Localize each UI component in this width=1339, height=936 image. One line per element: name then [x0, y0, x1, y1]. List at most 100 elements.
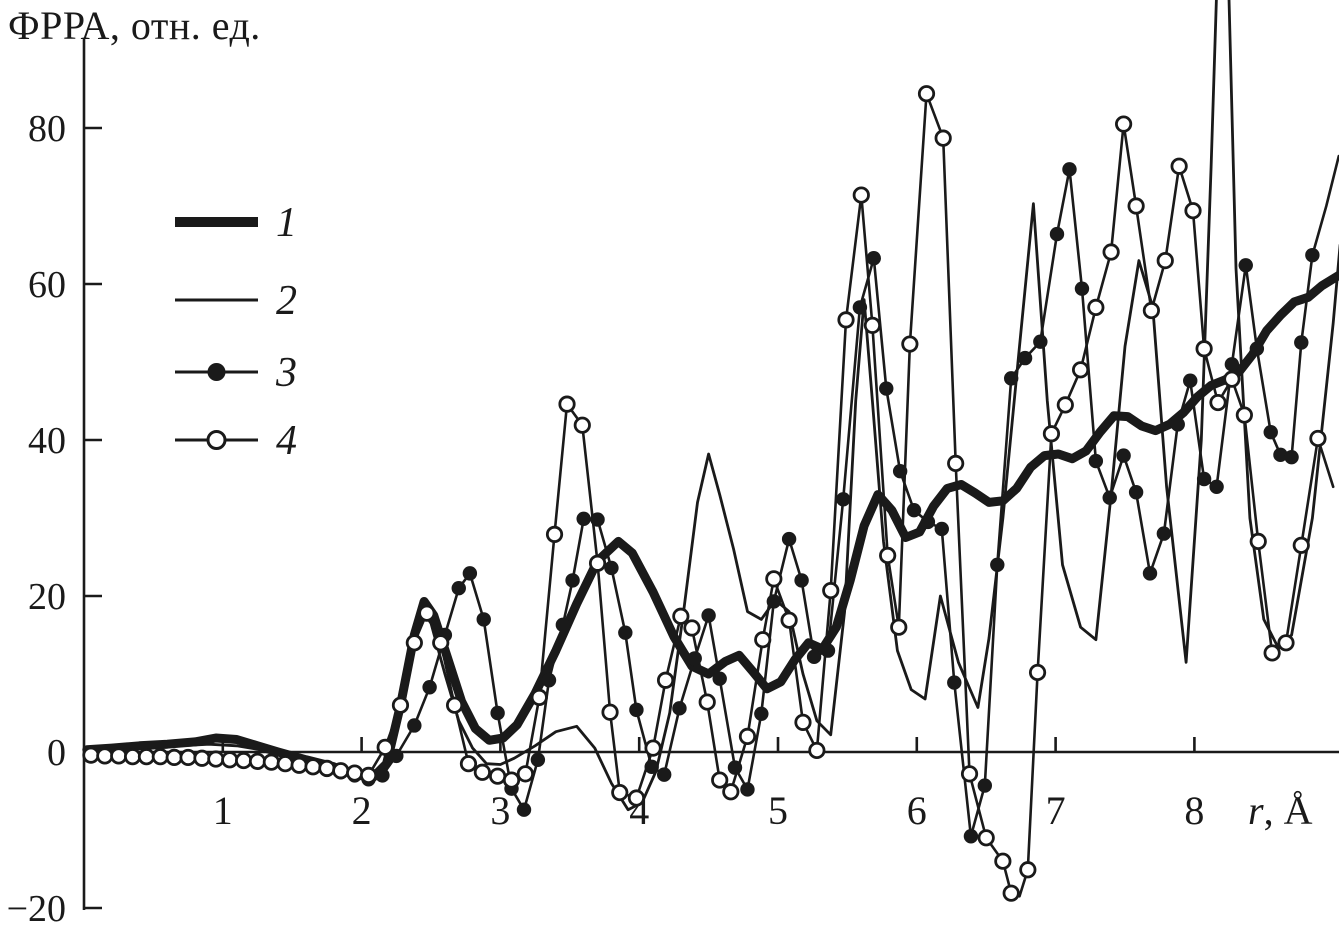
series-4-open-circle-marker: [917, 85, 936, 103]
series-3-filled-circle-marker: [754, 706, 769, 721]
series-4-open-circle-marker: [1102, 243, 1120, 261]
series-3-filled-circle-marker: [712, 671, 727, 686]
series-4-open-circle-marker: [1042, 425, 1061, 443]
series-3-filled-circle-marker: [1238, 258, 1253, 273]
series-3-filled-circle-marker: [934, 521, 949, 537]
series-3-filled-circle-marker: [555, 617, 571, 633]
series-3-filled-circle-marker: [618, 625, 633, 640]
series-4-open-circle-marker: [863, 316, 881, 334]
x-tick-label: 3: [490, 788, 510, 833]
series-4-open-circle-marker: [1087, 298, 1105, 316]
series-4-open-circle-marker: [852, 186, 870, 204]
series-4-open-circle-marker: [235, 751, 253, 770]
series-3-filled-circle-marker: [852, 300, 868, 315]
series-3-filled-circle-marker: [1142, 566, 1158, 581]
series-4-open-circle-marker: [808, 741, 826, 760]
series-4-open-circle-marker: [934, 129, 952, 147]
series-3-filled-circle-marker: [629, 702, 644, 718]
series-3-filled-circle-marker: [740, 782, 755, 797]
series-4-open-circle-marker: [1223, 370, 1241, 388]
x-tick-label: 6: [907, 788, 927, 833]
series-3-filled-circle-marker: [766, 594, 782, 609]
x-axis-label: r, Å: [1248, 788, 1313, 833]
series-3-filled-circle-marker: [1294, 335, 1309, 350]
series-4-open-circle-marker: [545, 525, 564, 543]
series-3-filled-circle-marker: [1170, 417, 1185, 432]
series-3-filled-circle-marker: [1183, 373, 1198, 388]
series-4-open-circle-marker: [207, 750, 225, 768]
series-3-filled-circle-marker: [516, 802, 532, 817]
series-3-filled-circle-marker: [836, 492, 851, 507]
y-tick-label: 80: [28, 108, 66, 150]
x-tick-label: 5: [768, 788, 788, 833]
series-4-open-circle-marker: [822, 581, 840, 600]
series-4-open-circle-marker: [1249, 532, 1267, 551]
series-3-filled-circle-marker: [422, 680, 437, 695]
series-3-filled-circle-marker: [687, 651, 702, 666]
series-4-open-circle-marker: [1019, 861, 1037, 879]
x-tick-label: 1: [213, 788, 233, 833]
series-4-open-circle-marker: [644, 739, 662, 757]
series-4-open-circle-marker: [276, 755, 294, 773]
series-3-filled-circle-marker: [490, 705, 505, 721]
series-3-filled-circle-marker: [990, 557, 1005, 572]
series-3-filled-circle-marker: [1196, 471, 1212, 487]
series-4-open-circle-marker: [445, 696, 464, 714]
series-3-filled-circle-marker: [1305, 247, 1320, 263]
series-4-open-circle-marker: [82, 746, 100, 764]
series-3-filled-circle-marker: [806, 649, 822, 665]
series-4-open-circle-marker: [151, 748, 169, 766]
x-tick-label: 2: [352, 788, 372, 833]
series-4-open-circle-marker: [391, 696, 410, 714]
series-4-open-circle-marker: [977, 829, 995, 847]
series-3-filled-circle-marker: [1156, 526, 1172, 541]
series-4-open-circle-marker: [1235, 406, 1253, 424]
series-3-filled-circle-marker: [1033, 334, 1048, 349]
series-4-open-circle-marker: [193, 749, 211, 767]
series-4-open-circle-marker: [1156, 252, 1174, 270]
series-3-filled-circle-marker: [866, 251, 881, 266]
series-4-open-circle-marker: [1028, 663, 1047, 682]
series-4-open-circle-marker: [1170, 157, 1188, 175]
series-4-open-circle-marker: [1142, 301, 1160, 320]
series-4-open-circle-marker: [698, 693, 716, 711]
series-3-filled-circle-marker: [462, 566, 478, 581]
series-3-filled-circle-marker: [1116, 448, 1131, 463]
series-4-open-circle-marker: [332, 762, 350, 780]
series-4-open-circle-marker: [1263, 644, 1281, 662]
series-4-open-circle-marker: [1127, 197, 1145, 215]
series-4-open-circle-marker: [1277, 634, 1295, 652]
series-4-open-circle-marker: [318, 759, 336, 777]
y-tick-label: 60: [28, 264, 66, 306]
series-4-open-circle-marker: [96, 747, 114, 765]
series-4-open-circle-marker: [722, 783, 740, 801]
series-3-filled-circle-marker: [879, 381, 894, 396]
series-3-filled-circle-marker: [1128, 485, 1144, 500]
series-4-open-circle-marker: [780, 611, 798, 629]
series-3-filled-circle-marker: [541, 673, 557, 688]
series-4-open-circle-marker: [359, 766, 378, 785]
legend-item-label-4: 4: [276, 418, 297, 464]
y-tick-label: 0: [47, 732, 66, 774]
series-4-open-circle-marker: [627, 789, 646, 807]
series-3-filled-circle-marker: [1088, 453, 1104, 469]
series-4-open-circle-marker: [290, 756, 308, 774]
series-3-filled-circle-marker: [1284, 449, 1299, 465]
series-3-filled-circle-marker: [1249, 341, 1265, 356]
series-4-open-circle-marker: [346, 764, 364, 782]
series-4-open-circle-marker: [994, 852, 1012, 870]
series-3-filled-circle-marker: [1273, 447, 1288, 463]
series-4-open-circle-marker: [1292, 536, 1310, 554]
series-4-open-circle-marker: [1115, 115, 1133, 133]
series-3-filled-circle-marker: [565, 573, 580, 588]
x-tick-label: 7: [1046, 788, 1066, 833]
series-4-open-circle-marker: [376, 738, 394, 756]
series-3-filled-circle-marker: [530, 752, 546, 767]
legend-open-circle-icon: [206, 430, 227, 450]
series-3-filled-circle-marker: [672, 701, 687, 716]
series-3-filled-circle-marker: [820, 643, 836, 658]
series-4-open-circle-marker: [123, 748, 142, 766]
series-3-filled-circle-marker: [389, 748, 404, 764]
series-3-filled-circle-marker: [781, 531, 797, 547]
series-3-filled-circle-marker: [604, 560, 619, 576]
